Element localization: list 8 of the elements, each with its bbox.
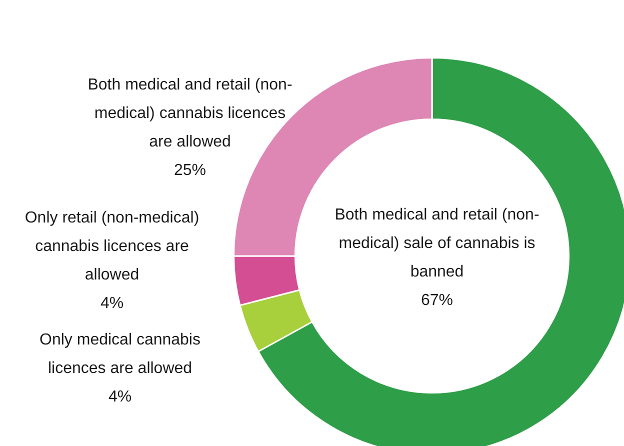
data-label: 4% (100, 294, 124, 312)
data-label: 25% (174, 162, 206, 179)
slice-label: Both medical and retail (non-medical) cannabis licences are allowed (88, 76, 292, 150)
data-label: 4% (108, 388, 132, 406)
slice-label: Both medical and retail (non-medical) sale of cannabis is banned (334, 206, 540, 280)
slice-label: Only retail (non-medical) cannabis licences are allowed (24, 209, 200, 284)
data-label: 67% (420, 292, 454, 309)
slice-label: Only medical cannabis licences are allowed (40, 331, 200, 377)
